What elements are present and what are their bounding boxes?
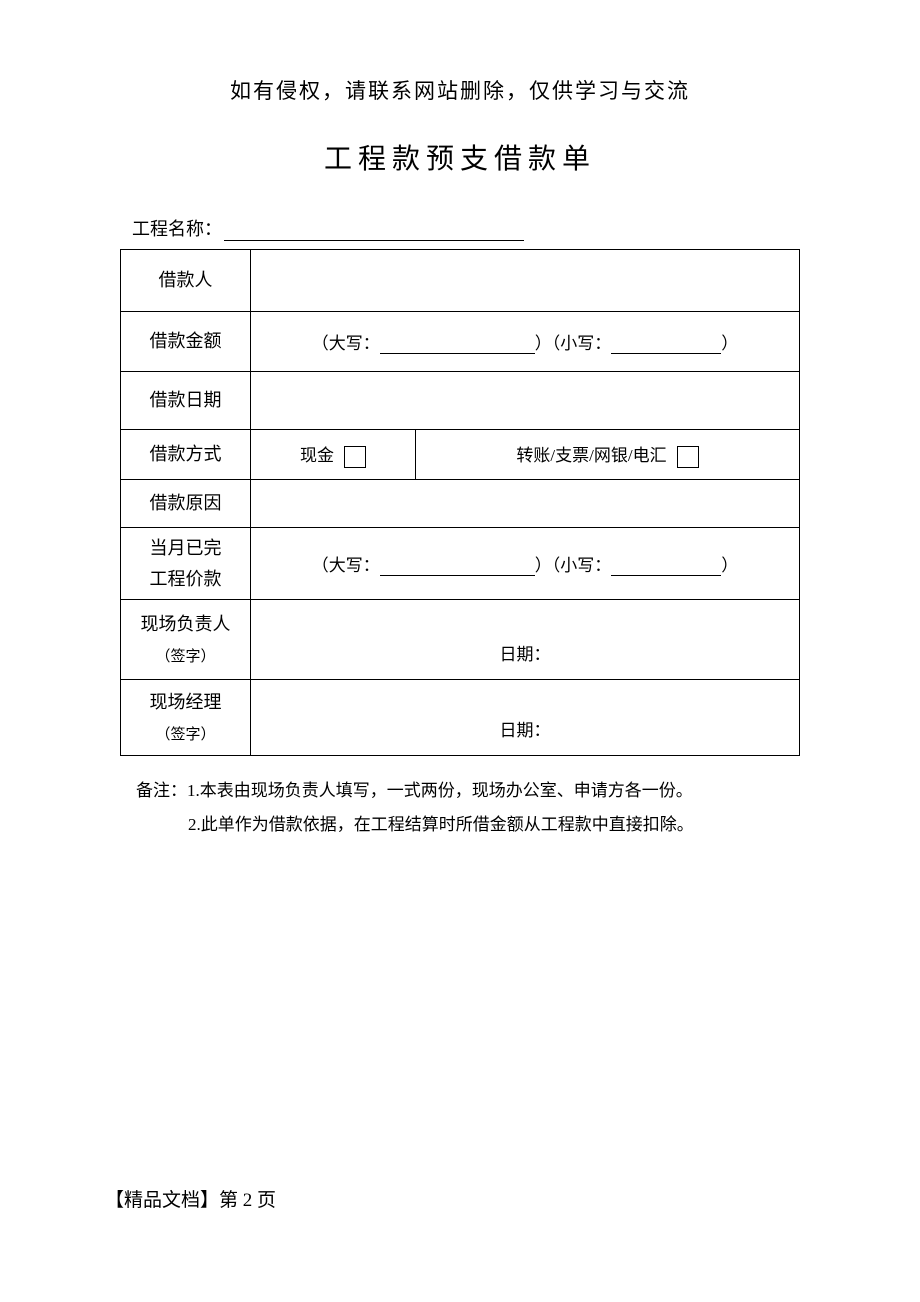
notes-section: 备注：1.本表由现场负责人填写，一式两份，现场办公室、申请方各一份。 2.此单作…	[120, 774, 800, 842]
amount-upper-suffix: ）	[535, 334, 552, 353]
note-line-2: 2.此单作为借款依据，在工程结算时所借金额从工程款中直接扣除。	[136, 808, 800, 842]
label-borrower: 借款人	[121, 250, 251, 312]
site-leader-line2: （签字）	[155, 649, 215, 665]
amount-upper-prefix: （大写：	[312, 334, 380, 353]
completed-lower-suffix: ）	[721, 556, 738, 575]
value-completed: （大写：）（小写：）	[251, 528, 800, 600]
completed-upper-suffix: ）	[535, 556, 552, 575]
amount-lower-suffix: ）	[721, 334, 738, 353]
amount-lower-prefix: （小写：	[552, 334, 612, 353]
value-reason	[251, 480, 800, 528]
document-title: 工程款预支借款单	[120, 137, 800, 177]
method-cash-cell: 现金	[251, 430, 416, 480]
project-name-row: 工程名称：	[120, 215, 800, 241]
label-method: 借款方式	[121, 430, 251, 480]
method-transfer-label: 转账/支票/网银/电汇	[516, 446, 666, 465]
checkbox-icon[interactable]	[344, 446, 366, 468]
completed-upper-prefix: （大写：	[312, 556, 380, 575]
amount-lower-underline	[611, 338, 721, 354]
label-site-leader: 现场负责人 （签字）	[121, 600, 251, 680]
table-row: 借款人	[121, 250, 800, 312]
table-row: 现场经理 （签字） 日期：	[121, 680, 800, 756]
value-borrower	[251, 250, 800, 312]
method-transfer-cell: 转账/支票/网银/电汇	[416, 430, 800, 480]
completed-lower-prefix: （小写：	[552, 556, 612, 575]
completed-line1: 当月已完	[150, 538, 222, 558]
notes-n2: 2.此单作为借款依据，在工程结算时所借金额从工程款中直接扣除。	[188, 815, 694, 834]
notes-prefix: 备注：	[136, 781, 187, 800]
checkbox-icon[interactable]	[677, 446, 699, 468]
amount-upper-underline	[380, 338, 535, 354]
site-manager-line1: 现场经理	[150, 692, 222, 712]
completed-line2: 工程价款	[150, 569, 222, 589]
label-borrow-date: 借款日期	[121, 372, 251, 430]
page-footer: 【精品文档】第 2 页	[105, 1185, 276, 1212]
site-manager-line2: （签字）	[155, 727, 215, 743]
value-amount: （大写：）（小写：）	[251, 312, 800, 372]
completed-lower-underline	[611, 560, 721, 576]
project-name-label: 工程名称：	[132, 219, 222, 239]
label-reason: 借款原因	[121, 480, 251, 528]
label-completed: 当月已完 工程价款	[121, 528, 251, 600]
loan-form-table: 借款人 借款金额 （大写：）（小写：） 借款日期 借款方式 现金 转账/支票/网…	[120, 249, 800, 756]
notes-n1: 1.本表由现场负责人填写，一式两份，现场办公室、申请方各一份。	[187, 781, 693, 800]
table-row: 借款原因	[121, 480, 800, 528]
header-note: 如有侵权，请联系网站删除，仅供学习与交流	[120, 75, 800, 105]
method-cash-label: 现金	[300, 446, 334, 465]
table-row: 现场负责人 （签字） 日期：	[121, 600, 800, 680]
table-row: 当月已完 工程价款 （大写：）（小写：）	[121, 528, 800, 600]
table-row: 借款日期	[121, 372, 800, 430]
completed-upper-underline	[380, 560, 535, 576]
value-site-leader: 日期：	[251, 600, 800, 680]
table-row: 借款方式 现金 转账/支票/网银/电汇	[121, 430, 800, 480]
note-line-1: 备注：1.本表由现场负责人填写，一式两份，现场办公室、申请方各一份。	[136, 774, 800, 808]
site-leader-date-label: 日期：	[500, 640, 551, 665]
site-leader-line1: 现场负责人	[141, 614, 231, 634]
value-site-manager: 日期：	[251, 680, 800, 756]
table-row: 借款金额 （大写：）（小写：）	[121, 312, 800, 372]
project-name-underline	[224, 223, 524, 241]
value-borrow-date	[251, 372, 800, 430]
label-amount: 借款金额	[121, 312, 251, 372]
label-site-manager: 现场经理 （签字）	[121, 680, 251, 756]
site-manager-date-label: 日期：	[500, 716, 551, 741]
page-container: 如有侵权，请联系网站删除，仅供学习与交流 工程款预支借款单 工程名称： 借款人 …	[0, 0, 920, 842]
